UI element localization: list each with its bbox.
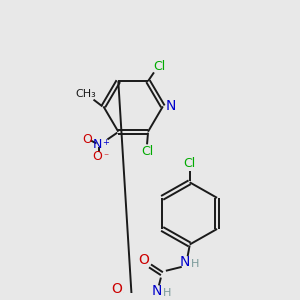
Text: ⁻: ⁻: [103, 152, 108, 162]
Text: CH₃: CH₃: [75, 89, 96, 99]
Text: Cl: Cl: [184, 157, 196, 170]
Text: O: O: [111, 282, 122, 296]
Text: O: O: [82, 133, 92, 146]
Text: N: N: [179, 255, 190, 269]
Text: Cl: Cl: [153, 60, 165, 73]
Text: N: N: [166, 99, 176, 113]
Text: +: +: [102, 138, 109, 147]
Text: Cl: Cl: [141, 145, 153, 158]
Text: O: O: [93, 151, 102, 164]
Text: N: N: [93, 138, 102, 151]
Text: N: N: [152, 284, 162, 298]
Text: H: H: [190, 259, 199, 269]
Text: O: O: [139, 253, 149, 267]
Text: H: H: [163, 288, 171, 298]
